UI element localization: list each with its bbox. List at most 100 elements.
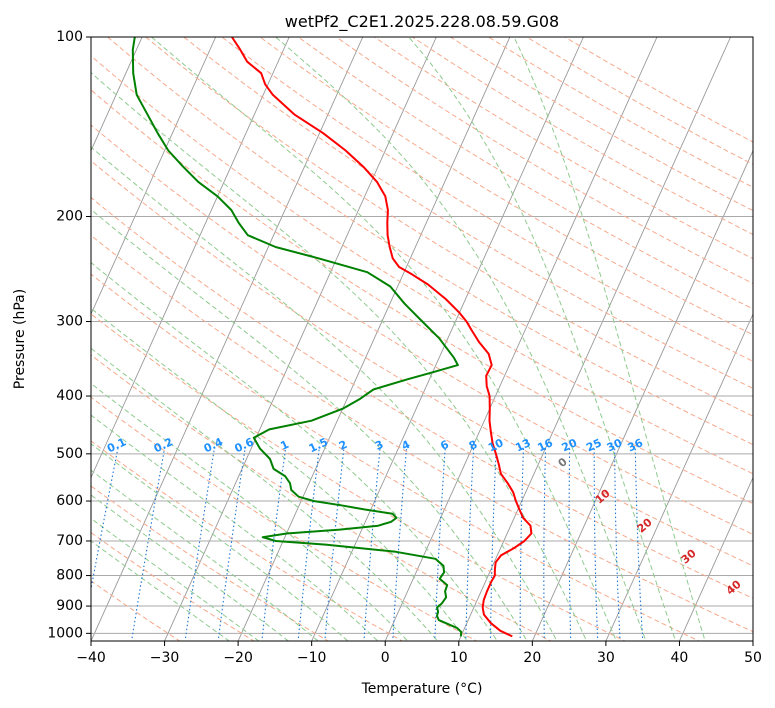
dry-adiabat-line bbox=[335, 37, 753, 285]
dry-adiabat-line bbox=[91, 273, 701, 641]
mixing-ratio-label: 4 bbox=[400, 438, 413, 453]
isotherm-line bbox=[0, 37, 69, 641]
moist-adiabat-line bbox=[151, 37, 617, 641]
x-tick-label: 10 bbox=[450, 650, 468, 666]
moist-adiabat-line bbox=[408, 37, 677, 641]
dry-adiabat-line bbox=[221, 37, 753, 362]
mixing-ratio-label: 13 bbox=[513, 436, 532, 454]
x-axis: −40 −30 −20 −10 0 10 20 30 40 50 bbox=[76, 641, 762, 666]
dry-adiabat-line bbox=[91, 396, 478, 641]
x-tick-label: −40 bbox=[76, 650, 106, 666]
dry-adiabat-line bbox=[450, 37, 753, 212]
mixing-ratio-label: 1 bbox=[278, 438, 290, 453]
plot-frame bbox=[90, 36, 754, 642]
mixing-ratio-label: 30 bbox=[605, 436, 625, 454]
isotherm-line bbox=[311, 37, 584, 641]
dry-adiabat-line bbox=[297, 37, 753, 310]
mixing-ratio-label: 2 bbox=[337, 438, 349, 453]
mixing-ratio-label: 20 bbox=[560, 436, 580, 454]
isotherm-line bbox=[531, 149, 753, 641]
moist-adiabat-line bbox=[91, 261, 498, 641]
isotherm-line bbox=[679, 476, 753, 641]
isotherm-line bbox=[458, 37, 731, 641]
y-tick-label: 100 bbox=[56, 29, 83, 45]
x-axis-label: Temperature (°C) bbox=[361, 681, 483, 697]
moist-adiabat-line bbox=[91, 443, 349, 641]
dry-adiabat-label: -10 bbox=[3, 416, 26, 440]
mixing-ratio-line bbox=[297, 448, 320, 641]
x-tick-label: 40 bbox=[671, 650, 689, 666]
mixing-ratio-line bbox=[543, 448, 547, 641]
x-tick-label: −30 bbox=[150, 650, 180, 666]
x-tick-label: 0 bbox=[381, 650, 390, 666]
y-tick-label: 300 bbox=[56, 314, 83, 330]
y-tick-label: 500 bbox=[56, 446, 83, 462]
y-tick-label: 600 bbox=[56, 493, 83, 509]
isotherm-line bbox=[237, 37, 511, 641]
moist-adiabat-label: 20 bbox=[635, 515, 655, 535]
dry-adiabat-line bbox=[91, 124, 753, 535]
mixing-ratio-line bbox=[184, 448, 215, 641]
line-annotations: -100-90-80-70-60-50-40-30-20-100.10.20.4… bbox=[3, 416, 744, 597]
dry-adiabat-line bbox=[564, 37, 753, 143]
mixing-ratio-line bbox=[392, 448, 408, 641]
dry-adiabat-line bbox=[91, 485, 330, 641]
mixing-ratio-line bbox=[261, 448, 287, 641]
moist-adiabat-line bbox=[91, 208, 528, 641]
dry-adiabat-line bbox=[91, 196, 753, 599]
y-tick-label: 800 bbox=[56, 568, 83, 584]
mixing-ratio-line bbox=[489, 448, 497, 641]
y-tick-label: 200 bbox=[56, 209, 83, 225]
dry-adiabat-line bbox=[91, 160, 753, 567]
y-tick-label: 700 bbox=[56, 533, 83, 549]
moist-adiabat-line bbox=[91, 469, 319, 641]
moist-adiabat-line bbox=[91, 307, 469, 641]
moist-adiabat-line bbox=[91, 146, 558, 641]
y-tick-label: 400 bbox=[56, 388, 83, 404]
moist-adiabat-line bbox=[91, 347, 439, 641]
dry-adiabat-line bbox=[91, 531, 255, 641]
mixing-ratio-line bbox=[434, 448, 446, 641]
mixing-ratio-label: 16 bbox=[535, 436, 555, 454]
mixing-ratio-label: 6 bbox=[438, 438, 451, 453]
isotherm-line bbox=[91, 37, 290, 479]
moist-adiabat-line bbox=[91, 540, 230, 641]
mixing-ratio-label: 0.2 bbox=[152, 435, 175, 455]
moist-adiabat-label: 0 bbox=[556, 455, 570, 470]
mixing-ratio-label: 25 bbox=[584, 436, 603, 454]
x-tick-label: 20 bbox=[523, 650, 541, 666]
mixing-ratio-line bbox=[593, 448, 599, 641]
moist-adiabat-label: 30 bbox=[679, 546, 699, 566]
y-axis: 100 200 300 400 500 600 700 800 900 1000 bbox=[47, 29, 91, 641]
mixing-ratio-line bbox=[363, 448, 381, 641]
dry-adiabat-line bbox=[488, 37, 753, 188]
moist-adiabat-line bbox=[91, 494, 290, 641]
isotherm-line bbox=[384, 37, 658, 641]
dry-adiabat-line bbox=[91, 55, 753, 475]
mixing-ratio-label: 0.6 bbox=[233, 435, 256, 455]
isotherm-line bbox=[91, 37, 364, 641]
moist-adiabat-line bbox=[91, 382, 409, 641]
mixing-ratio-line bbox=[217, 448, 246, 641]
temperature-line bbox=[231, 37, 533, 638]
mixing-ratio-line bbox=[130, 448, 166, 641]
dry-adiabat-line bbox=[145, 37, 753, 417]
moist-adiabat-line bbox=[275, 37, 647, 641]
moist-adiabat-label: 10 bbox=[593, 486, 613, 506]
x-tick-label: 50 bbox=[744, 650, 762, 666]
y-tick-label: 900 bbox=[56, 598, 83, 614]
dry-adiabat-line bbox=[526, 37, 753, 165]
dry-adiabat-line bbox=[91, 234, 753, 633]
isotherm-line bbox=[91, 37, 217, 316]
mixing-ratio-label: 10 bbox=[486, 436, 506, 454]
chart-title: wetPf2_C2E1.2025.228.08.59.G08 bbox=[285, 12, 559, 32]
dry-adiabat-line bbox=[91, 89, 753, 505]
dewpoint-line bbox=[131, 37, 463, 637]
mixing-ratio-line bbox=[465, 448, 475, 641]
x-tick-label: 30 bbox=[597, 650, 615, 666]
dry-adiabat-line bbox=[91, 580, 181, 641]
moist-adiabat-line bbox=[513, 37, 706, 641]
dry-adiabat-line bbox=[259, 37, 753, 336]
y-tick-label: 1000 bbox=[47, 625, 83, 641]
